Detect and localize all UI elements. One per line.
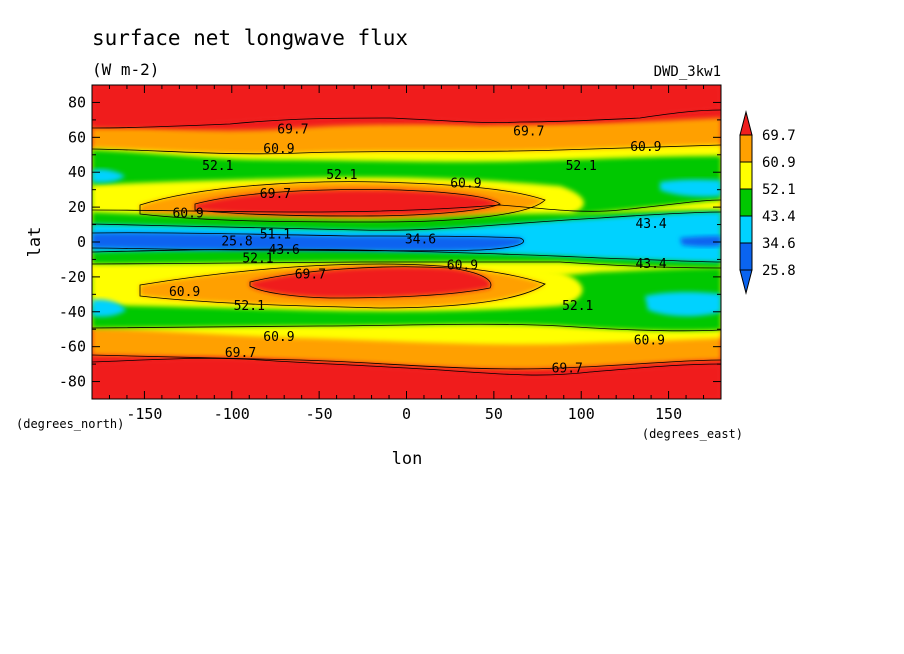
y-tick-label: 0 — [77, 233, 86, 251]
contour-label: 69.7 — [260, 187, 291, 202]
contour-label: 43.6 — [269, 243, 300, 258]
contour-label: 69.7 — [225, 346, 256, 361]
colorbar-bin — [739, 134, 753, 163]
contour-label: 52.1 — [566, 159, 597, 174]
contour-label: 51.1 — [260, 227, 291, 242]
colorbar-label: 69.7 — [762, 128, 796, 144]
contour-label: 60.9 — [172, 206, 203, 221]
chart-title: surface net longwave flux — [92, 26, 408, 50]
y-tick-label: -20 — [59, 268, 86, 286]
contour-line-14 — [92, 248, 721, 263]
y-tick-label: 60 — [68, 128, 86, 146]
contour-label: 60.9 — [169, 285, 200, 300]
colorbar-bin — [739, 215, 753, 244]
patch-34-6-northeast — [660, 179, 721, 197]
band-69-7-core-south — [250, 266, 491, 298]
x-tick-label: 0 — [402, 405, 411, 423]
contour-label: 69.7 — [295, 267, 326, 282]
band-25-8-east — [680, 236, 721, 247]
colorbar-label: 60.9 — [762, 155, 796, 171]
contour-line-1 — [92, 109, 721, 129]
y-tick-label: 80 — [68, 93, 86, 111]
contour-label: 52.1 — [202, 159, 233, 174]
contour-label: 60.9 — [450, 177, 481, 192]
contour-line-11 — [139, 263, 546, 309]
x-tick-label: -100 — [214, 405, 250, 423]
y-tick-label: 20 — [68, 198, 86, 216]
plot-area — [92, 85, 721, 399]
y-tick-label: 40 — [68, 163, 86, 181]
contour-line-5 — [92, 323, 721, 332]
colorbar-label: 34.6 — [762, 236, 796, 252]
x-unit-label: (degrees_east) — [642, 427, 743, 441]
contour-label: 60.9 — [447, 259, 478, 274]
contour-label: 60.9 — [630, 140, 661, 155]
contour-label: 69.7 — [277, 123, 308, 138]
colorbar-label: 52.1 — [762, 182, 796, 198]
band-69-7-north-polar — [92, 85, 721, 128]
colorbar: 69.7 60.9 52.1 43.4 34.6 25.8 — [739, 110, 796, 295]
x-tick-label: 50 — [485, 405, 503, 423]
y-unit-label: (degrees_north) — [16, 417, 124, 431]
colorbar-bin — [739, 161, 753, 190]
x-tick-label: -150 — [126, 405, 162, 423]
contour-line-7 — [92, 357, 721, 376]
contour-line-12 — [92, 232, 524, 252]
band-69-7-south-polar — [92, 358, 721, 399]
contour-label: 43.4 — [635, 217, 666, 232]
patch-34-6-southeast — [645, 292, 721, 317]
x-tick-label: 150 — [655, 405, 682, 423]
patch-34-6-southwest — [92, 299, 126, 317]
y-axis-label: lat — [25, 227, 45, 258]
chart-subtitle: (W m-2) — [92, 60, 159, 79]
contour-labels: 69.7 69.7 60.9 60.9 52.1 52.1 52.1 69.7 60.9 60.9… — [169, 123, 667, 377]
contour-line-4 — [92, 261, 721, 269]
dataset-label: DWD_3kw1 — [654, 64, 721, 80]
y-axis: -80 -60 -40 -20 0 20 40 60 80 — [59, 93, 721, 391]
colorbar-arrow-low — [739, 269, 753, 295]
colorbar-label: 25.8 — [762, 263, 796, 279]
contour-line-8 — [194, 189, 501, 217]
contour-label: 34.6 — [405, 233, 436, 248]
contour-label: 25.8 — [221, 234, 252, 249]
y-tick-label: -80 — [59, 373, 86, 391]
contour-label: 60.9 — [634, 334, 665, 349]
colorbar-bin — [739, 242, 753, 271]
y-tick-label: -40 — [59, 303, 86, 321]
contour-lines — [92, 109, 721, 376]
contour-line-6 — [92, 354, 721, 370]
x-tick-label: -50 — [306, 405, 333, 423]
band-25-8-west — [92, 232, 524, 251]
contour-line-2 — [92, 144, 721, 155]
contour-label: 60.9 — [263, 142, 294, 157]
x-axis-label: lon — [392, 449, 423, 469]
contour-label: 52.1 — [326, 168, 357, 183]
contour-label: 69.7 — [513, 124, 544, 139]
contour-label: 43.4 — [635, 257, 666, 272]
y-tick-label: -60 — [59, 338, 86, 356]
contour-label: 60.9 — [263, 330, 294, 345]
contour-line-9 — [249, 266, 492, 299]
colorbar-arrow-high — [739, 110, 753, 136]
colorbar-bin — [739, 188, 753, 217]
contour-label: 69.7 — [552, 362, 583, 377]
contour-label: 52.1 — [562, 299, 593, 314]
colorbar-label: 43.4 — [762, 209, 796, 225]
contour-label: 52.1 — [242, 252, 273, 267]
patch-34-6-northwest — [92, 169, 125, 183]
contour-line-10 — [139, 181, 546, 223]
x-tick-label: 100 — [568, 405, 595, 423]
x-axis: -150 -100 -50 0 50 100 150 — [108, 85, 705, 423]
contour-line-13 — [92, 211, 721, 231]
contour-label: 52.1 — [234, 299, 265, 314]
